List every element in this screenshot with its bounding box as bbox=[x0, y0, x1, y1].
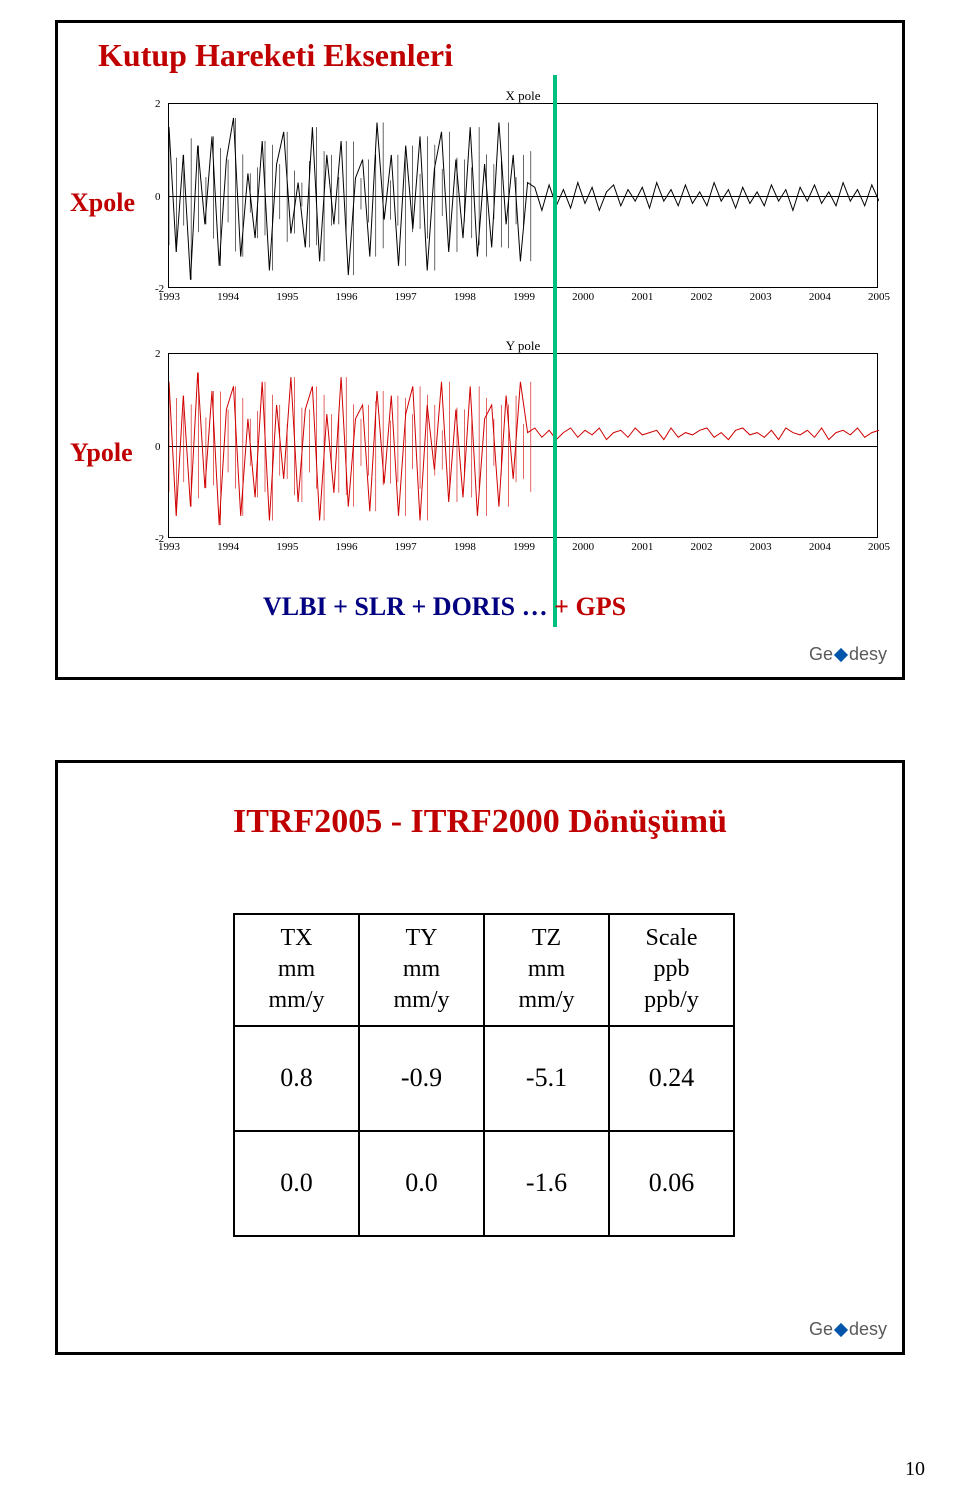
table-cell: 0.0 bbox=[359, 1131, 484, 1236]
table-cell: 0.8 bbox=[234, 1026, 359, 1131]
green-divider-line bbox=[553, 75, 557, 627]
xpole-axis-label: Xpole bbox=[70, 188, 135, 218]
ypole-svg bbox=[169, 354, 879, 539]
table-cell: -5.1 bbox=[484, 1026, 609, 1131]
xpole-svg bbox=[169, 104, 879, 289]
slide-2: ITRF2005 - ITRF2000 Dönüşümü TXmmmm/yTYm… bbox=[55, 760, 905, 1355]
geodesy-logo-2: Gedesy bbox=[809, 1319, 887, 1340]
table-row: 0.8-0.9-5.10.24 bbox=[234, 1026, 734, 1131]
bottom-pre: VLBI + SLR + DORIS bbox=[263, 592, 515, 621]
ypole-chart: Y pole -20219931994199519961997199819992… bbox=[168, 353, 878, 538]
slide2-title: ITRF2005 - ITRF2000 Dönüşümü bbox=[58, 763, 902, 841]
slide-1: Kutup Hareketi Eksenleri Xpole Ypole X p… bbox=[55, 20, 905, 680]
table-header: TXmmmm/y bbox=[234, 914, 359, 1026]
bottom-techniques: VLBI + SLR + DORIS … + GPS bbox=[263, 592, 626, 622]
xpole-chart: X pole -20219931994199519961997199819992… bbox=[168, 103, 878, 288]
logo-a: Ge bbox=[809, 644, 833, 664]
bottom-post: + GPS bbox=[554, 592, 626, 621]
logo-b-2: desy bbox=[849, 1319, 887, 1339]
geodesy-logo: Gedesy bbox=[809, 644, 887, 665]
table-cell: -1.6 bbox=[484, 1131, 609, 1236]
transform-table: TXmmmm/yTYmmmm/yTZmmmm/yScaleppbppb/y 0.… bbox=[233, 913, 735, 1237]
table-cell: 0.0 bbox=[234, 1131, 359, 1236]
slide1-title: Kutup Hareketi Eksenleri bbox=[58, 23, 902, 78]
diamond-icon-2 bbox=[834, 1323, 848, 1337]
logo-a-2: Ge bbox=[809, 1319, 833, 1339]
table-cell: 0.06 bbox=[609, 1131, 734, 1236]
diamond-icon bbox=[834, 648, 848, 662]
ypole-chart-title: Y pole bbox=[506, 338, 541, 354]
table-header: TZmmmm/y bbox=[484, 914, 609, 1026]
logo-b: desy bbox=[849, 644, 887, 664]
ypole-axis-label: Ypole bbox=[70, 438, 133, 468]
table-header: Scaleppbppb/y bbox=[609, 914, 734, 1026]
table-row: 0.00.0-1.60.06 bbox=[234, 1131, 734, 1236]
table-header: TYmmmm/y bbox=[359, 914, 484, 1026]
table-cell: -0.9 bbox=[359, 1026, 484, 1131]
xpole-chart-title: X pole bbox=[505, 88, 540, 104]
page-number: 10 bbox=[905, 1458, 925, 1481]
table-cell: 0.24 bbox=[609, 1026, 734, 1131]
bottom-dots: … bbox=[515, 592, 554, 621]
